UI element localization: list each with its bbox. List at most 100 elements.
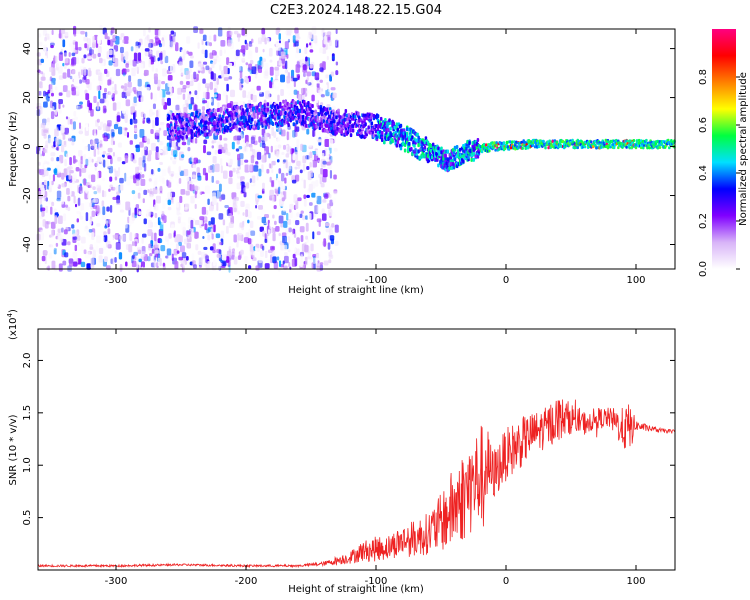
spectrogram-cell (298, 48, 301, 54)
spectrogram-cell (116, 195, 120, 204)
spectrogram-cell (193, 157, 199, 164)
spectrogram-cell (334, 240, 339, 246)
spectrogram-cell (268, 163, 272, 169)
spectrogram-cell (226, 57, 230, 66)
spectrogram-cell (121, 53, 124, 63)
spectrogram-cell (149, 109, 153, 118)
spectrogram-cell (259, 231, 262, 238)
spectrogram-ridge-cell (495, 141, 498, 145)
spectrogram-cell (80, 30, 85, 35)
spectrogram-cell (148, 79, 151, 85)
spectrogram-cell (174, 236, 177, 243)
spectrogram-cell (131, 241, 135, 247)
spectrogram-cell (62, 62, 65, 67)
spectrogram-cell (150, 221, 154, 228)
spectrogram-ridge-cell (393, 125, 396, 130)
spectrogram-cell (97, 186, 102, 194)
spectrogram-cell (178, 178, 182, 184)
spectrogram-cell (51, 77, 56, 85)
spectrogram-cell (202, 100, 208, 104)
spectrogram-cell (153, 42, 157, 47)
spectrogram-cell (211, 145, 215, 149)
spectrogram-cell (205, 65, 210, 71)
spectrogram-cell (194, 186, 200, 191)
spectrogram-cell (283, 255, 289, 264)
spectrogram-cell (114, 90, 118, 95)
spectrogram-cell (271, 248, 276, 258)
spectrogram-cell (90, 264, 95, 269)
spectrogram-ridge-cell (517, 141, 520, 145)
spectrogram-cell (322, 199, 327, 203)
spectrogram-cell (292, 153, 296, 161)
spectrogram-cell (212, 94, 218, 98)
spectrogram-ridge-cell (470, 157, 473, 162)
colorbar-tick-label: 0.2 (698, 213, 709, 229)
spectrogram-cell (159, 238, 163, 244)
spectrogram-cell (300, 254, 303, 261)
spectrogram-cell (168, 233, 172, 239)
spectrogram-cell (211, 61, 215, 69)
spectrogram-cell (208, 220, 212, 226)
spectrogram-cell (122, 72, 126, 77)
spectrogram-cell (141, 233, 147, 238)
spectrogram-cell (272, 214, 275, 219)
spectrogram-ridge-cell (645, 138, 648, 142)
spectrogram-ridge-cell (246, 103, 250, 108)
spectrogram-cell (233, 30, 239, 35)
spectrogram-cell (152, 111, 155, 116)
spectrogram-ridge-cell (263, 103, 266, 108)
spectrogram-cell (161, 98, 165, 106)
spectrogram-cell (199, 219, 203, 225)
spectrogram-cell (50, 41, 54, 45)
spectrogram-cell (244, 164, 250, 173)
spectrogram-cell (115, 199, 121, 206)
spectrogram-cell (192, 164, 197, 171)
spectrogram-cell (152, 119, 155, 129)
spectrogram-cell (329, 170, 333, 179)
spectrogram-cell (51, 260, 56, 270)
spectrogram-cell (124, 220, 128, 229)
spectrogram-cell (110, 258, 114, 264)
spectrogram-cell (245, 62, 249, 66)
spectrogram-cell (46, 167, 51, 171)
spectrogram-ridge-cell (326, 110, 330, 115)
spectrogram-cell (89, 49, 94, 55)
spectrogram-cell (40, 89, 43, 98)
spectrogram-cell (91, 210, 96, 217)
spectrogram-cell (83, 146, 88, 151)
spectrogram-cell (263, 251, 269, 259)
spectrogram-ridge-cell (274, 109, 278, 114)
spectrogram-cell (128, 39, 132, 44)
spectrogram-cell (112, 93, 115, 102)
spectrogram-cell (311, 220, 316, 227)
spectrogram-cell (111, 76, 117, 82)
spectrogram-cell (301, 178, 304, 182)
spectrogram-cell (79, 66, 85, 70)
spectrogram-cell (97, 156, 102, 163)
spectrogram-cell (88, 158, 93, 168)
spectrogram-cell (251, 175, 256, 183)
spectrogram-cell (212, 156, 217, 164)
spectrogram-cell (281, 151, 285, 156)
spectrogram-cell (320, 182, 325, 188)
spectrogram-cell (300, 87, 306, 95)
spectrogram-cell (123, 114, 128, 122)
spectrogram-cell (226, 157, 230, 164)
spectrogram-cell (138, 258, 142, 263)
spectrogram-ridge-cell (642, 146, 645, 150)
spectrogram-cell (284, 41, 289, 50)
spectrogram-cell (233, 256, 238, 265)
spectrogram-cell (186, 176, 190, 182)
spectrogram-cell (111, 94, 114, 100)
spectrogram-cell (320, 94, 325, 98)
spectrogram-ridge-cell (590, 140, 593, 144)
spectrogram-ridge-cell (221, 114, 225, 119)
spectrogram-cell (101, 154, 105, 158)
spectrogram-cell (260, 250, 264, 258)
spectrogram-cell (50, 100, 53, 109)
spectrogram-ridge-cell (222, 111, 226, 116)
spectrogram-cell (196, 73, 199, 81)
spectrogram-cell (148, 150, 152, 156)
spectrogram-cell (136, 101, 141, 110)
spectrogram-cell (155, 151, 160, 161)
